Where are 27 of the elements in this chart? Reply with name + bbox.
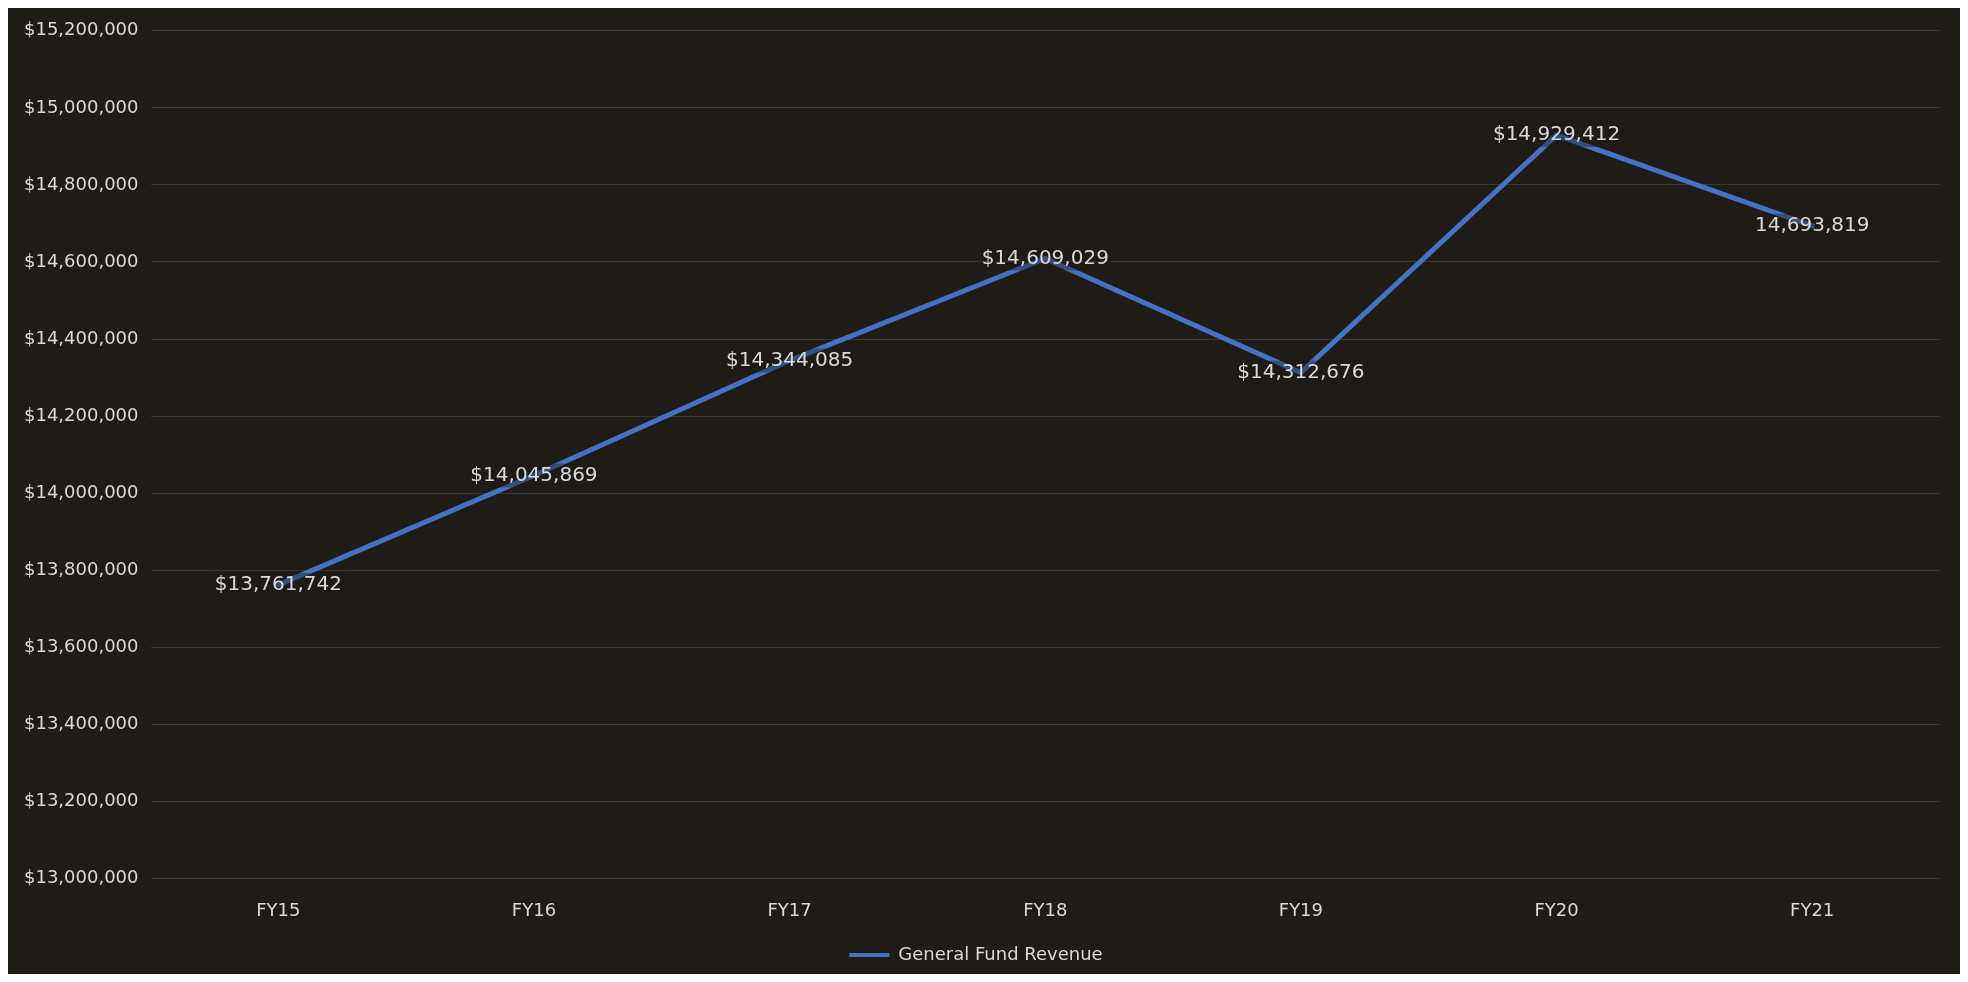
data-label: $13,761,742 bbox=[214, 571, 342, 596]
x-tick-label: FY16 bbox=[511, 898, 557, 920]
x-tick-label: FY17 bbox=[767, 898, 812, 920]
y-tick-label: $14,400,000 bbox=[24, 326, 139, 348]
y-tick-label: $13,800,000 bbox=[24, 557, 139, 579]
y-tick-label: $14,000,000 bbox=[24, 480, 139, 502]
x-tick-label: FY15 bbox=[256, 898, 301, 920]
data-label: $14,344,085 bbox=[725, 346, 854, 371]
y-tick-label: $13,600,000 bbox=[24, 634, 139, 656]
data-label: $14,312,676 bbox=[1237, 358, 1365, 383]
y-tick-label: $15,000,000 bbox=[24, 95, 139, 117]
y-tick-label: $13,200,000 bbox=[24, 789, 139, 811]
legend-label: General Fund Revenue bbox=[898, 942, 1103, 964]
data-label: $14,609,029 bbox=[981, 244, 1109, 269]
y-tick-label: $14,200,000 bbox=[24, 403, 139, 425]
x-tick-label: FY20 bbox=[1534, 898, 1579, 920]
x-tick-label: FY19 bbox=[1278, 898, 1324, 920]
y-tick-label: $14,600,000 bbox=[24, 249, 139, 271]
y-tick-label: $13,000,000 bbox=[24, 866, 139, 888]
data-label: $14,045,869 bbox=[470, 461, 598, 486]
data-label: $14,929,412 bbox=[1492, 121, 1621, 146]
y-tick-label: $13,400,000 bbox=[24, 711, 139, 733]
x-tick-label: FY18 bbox=[1023, 898, 1068, 920]
x-tick-label: FY21 bbox=[1790, 898, 1835, 920]
data-label: 14,693,819 bbox=[1754, 212, 1870, 237]
y-tick-label: $14,800,000 bbox=[24, 172, 139, 194]
y-tick-label: $15,200,000 bbox=[24, 18, 139, 40]
